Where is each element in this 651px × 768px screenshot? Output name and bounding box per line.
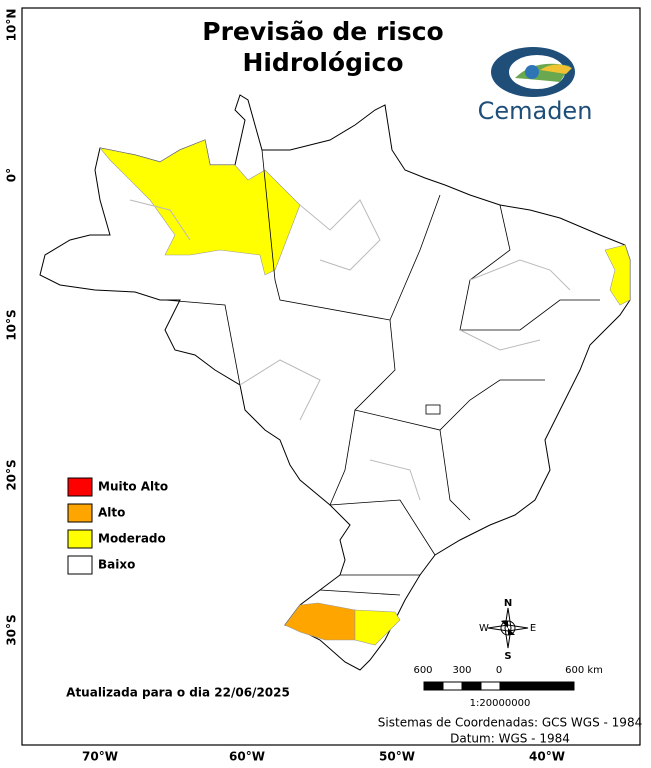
legend-swatch — [67, 529, 93, 549]
legend-swatch — [67, 555, 93, 575]
scale-label: 600 — [413, 665, 432, 676]
datum: Datum: WGS - 1984 — [450, 732, 570, 746]
compass-w: W — [479, 623, 489, 634]
moderate-region — [99, 139, 301, 276]
title: Hidrológico — [242, 48, 403, 77]
lon-label: 60°W — [229, 750, 265, 764]
scale-label: 600 km — [565, 665, 603, 676]
lat-label: 0° — [5, 168, 19, 182]
lat-label: 20°S — [5, 459, 19, 490]
compass-s: S — [504, 651, 511, 662]
lat-label: 10°N — [5, 9, 19, 42]
title: Previsão de risco — [202, 17, 443, 46]
lat-label: 30°S — [5, 614, 19, 645]
update-date: Atualizada para o dia 22/06/2025 — [66, 686, 290, 700]
legend-swatch — [67, 503, 93, 523]
scale-bar — [423, 681, 575, 691]
legend-label: Baixo — [98, 558, 135, 572]
compass-e: E — [530, 623, 536, 634]
lon-label: 40°W — [529, 750, 565, 764]
legend-label: Moderado — [98, 532, 166, 546]
coord-system: Sistemas de Coordenadas: GCS WGS - 1984 — [378, 716, 642, 730]
lon-labels: 70°W 60°W 50°W 40°W — [82, 750, 565, 764]
municipal-borders — [129, 199, 571, 501]
legend-label: Alto — [98, 506, 125, 520]
scale-label: 0 — [496, 665, 502, 676]
compass — [487, 607, 529, 649]
lon-label: 70°W — [82, 750, 118, 764]
legend: Muito Alto Alto Moderado Baixo — [67, 477, 168, 575]
scale-ratio: 1:20000000 — [470, 698, 531, 709]
lat-label: 10°S — [5, 309, 19, 340]
logo-icon — [491, 47, 575, 97]
compass-n: N — [504, 598, 512, 609]
lat-labels: 10°N 0° 10°S 20°S 30°S — [5, 9, 19, 646]
legend-swatch — [67, 477, 93, 497]
logo-text: Cemaden — [478, 97, 593, 125]
scale-label: 300 — [452, 665, 471, 676]
legend-label: Muito Alto — [98, 480, 168, 494]
moderate-region — [354, 609, 401, 646]
moderate-region — [604, 244, 631, 306]
lon-label: 50°W — [379, 750, 415, 764]
